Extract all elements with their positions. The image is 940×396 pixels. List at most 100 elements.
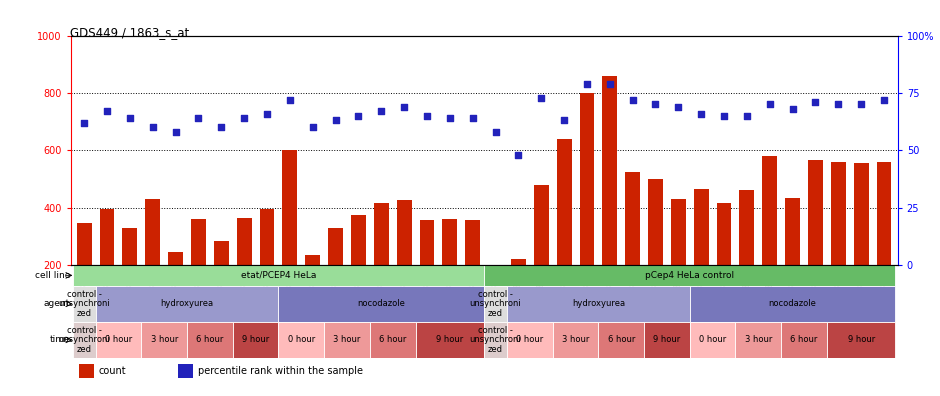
Text: percentile rank within the sample: percentile rank within the sample: [198, 366, 363, 376]
Bar: [324, 322, 369, 358]
Bar: [168, 252, 183, 322]
Point: [146, 124, 161, 131]
Bar: [781, 322, 827, 358]
Bar: [827, 322, 896, 358]
Point: [465, 115, 480, 121]
Text: agent: agent: [44, 299, 70, 308]
Point: [259, 110, 274, 117]
Point: [374, 108, 389, 114]
Bar: [77, 223, 91, 322]
Text: 6 hour: 6 hour: [379, 335, 406, 345]
Bar: [690, 322, 735, 358]
Bar: [465, 221, 480, 322]
Text: 3 hour: 3 hour: [334, 335, 361, 345]
Point: [807, 99, 822, 105]
Bar: [762, 156, 777, 322]
Bar: [603, 76, 618, 322]
Point: [213, 124, 228, 131]
Bar: [507, 322, 553, 358]
Bar: [735, 322, 781, 358]
Bar: [351, 215, 366, 322]
Point: [854, 101, 869, 108]
Point: [671, 103, 686, 110]
Bar: [484, 265, 896, 286]
Text: cell line: cell line: [35, 271, 70, 280]
Text: 6 hour: 6 hour: [607, 335, 634, 345]
Text: 0 hour: 0 hour: [699, 335, 727, 345]
Text: 0 hour: 0 hour: [516, 335, 543, 345]
Point: [716, 113, 731, 119]
Point: [534, 94, 549, 101]
Point: [740, 113, 755, 119]
Point: [488, 129, 503, 135]
Bar: [122, 228, 137, 322]
Point: [510, 152, 525, 158]
Point: [351, 113, 366, 119]
Bar: [488, 292, 503, 322]
Bar: [854, 163, 869, 322]
Bar: [146, 199, 160, 322]
Bar: [599, 322, 644, 358]
Bar: [553, 322, 599, 358]
Bar: [690, 286, 896, 322]
Text: 6 hour: 6 hour: [196, 335, 224, 345]
Point: [397, 103, 412, 110]
Text: 9 hour: 9 hour: [436, 335, 463, 345]
Bar: [716, 203, 731, 322]
Text: control -
unsynchroni
zed: control - unsynchroni zed: [58, 326, 110, 354]
Bar: [79, 364, 94, 377]
Text: etat/PCEP4 HeLa: etat/PCEP4 HeLa: [241, 271, 316, 280]
Bar: [443, 219, 457, 322]
Bar: [644, 322, 690, 358]
Bar: [507, 286, 690, 322]
Point: [122, 115, 137, 121]
Bar: [419, 221, 434, 322]
Point: [603, 81, 618, 87]
Text: time: time: [50, 335, 70, 345]
Bar: [100, 209, 115, 322]
Text: pCep4 HeLa control: pCep4 HeLa control: [645, 271, 734, 280]
Text: 0 hour: 0 hour: [288, 335, 315, 345]
Text: nocodazole: nocodazole: [769, 299, 817, 308]
Text: 3 hour: 3 hour: [150, 335, 178, 345]
Point: [625, 97, 640, 103]
Bar: [484, 286, 507, 322]
Text: 6 hour: 6 hour: [791, 335, 818, 345]
Bar: [785, 198, 800, 322]
Bar: [671, 199, 686, 322]
Text: nocodazole: nocodazole: [357, 299, 405, 308]
Bar: [625, 172, 640, 322]
Point: [306, 124, 321, 131]
Bar: [214, 240, 228, 322]
Bar: [178, 364, 193, 377]
Point: [419, 113, 434, 119]
Bar: [579, 93, 594, 322]
Bar: [556, 139, 572, 322]
Text: control -
unsynchroni
zed: control - unsynchroni zed: [470, 326, 522, 354]
Point: [328, 117, 343, 124]
Point: [77, 120, 92, 126]
Point: [876, 97, 891, 103]
Bar: [484, 322, 507, 358]
Bar: [278, 286, 484, 322]
Point: [556, 117, 572, 124]
Bar: [328, 228, 343, 322]
Point: [831, 101, 846, 108]
Bar: [397, 200, 412, 322]
Bar: [648, 179, 663, 322]
Bar: [282, 150, 297, 322]
Text: 9 hour: 9 hour: [242, 335, 269, 345]
Point: [282, 97, 297, 103]
Bar: [259, 209, 274, 322]
Point: [100, 108, 115, 114]
Text: 9 hour: 9 hour: [848, 335, 875, 345]
Point: [443, 115, 458, 121]
Bar: [694, 189, 709, 322]
Bar: [96, 322, 141, 358]
Point: [579, 81, 594, 87]
Bar: [415, 322, 484, 358]
Text: 0 hour: 0 hour: [105, 335, 133, 345]
Bar: [278, 322, 324, 358]
Text: 3 hour: 3 hour: [744, 335, 772, 345]
Text: control -
unsynchroni
zed: control - unsynchroni zed: [470, 290, 522, 318]
